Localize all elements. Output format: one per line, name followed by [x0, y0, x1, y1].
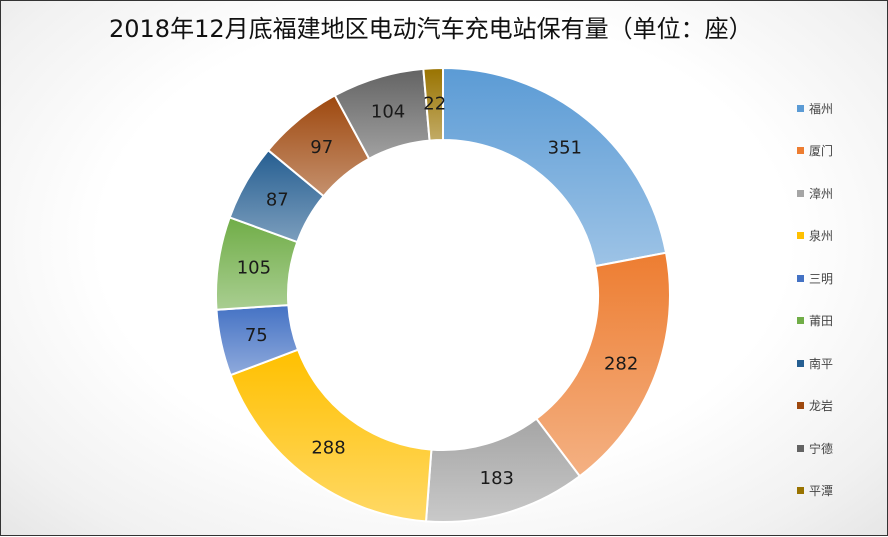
legend-label: 平潭 — [809, 484, 834, 499]
legend-item-莆田: 莆田 — [797, 300, 867, 343]
data-label-三明: 75 — [245, 325, 268, 346]
legend-swatch — [797, 402, 804, 410]
legend-swatch — [797, 359, 804, 367]
legend-swatch — [797, 317, 804, 325]
legend-swatch — [797, 444, 804, 452]
legend-item-厦门: 厦门 — [797, 130, 867, 173]
legend-label: 南平 — [809, 356, 834, 371]
chart-title: 2018年12月底福建地区电动汽车充电站保有量（单位：座） — [109, 15, 753, 43]
legend-swatch — [797, 274, 804, 282]
legend-label: 泉州 — [809, 229, 834, 244]
legend-label: 福州 — [809, 101, 834, 116]
data-label-宁德: 104 — [371, 102, 405, 123]
legend-label: 三明 — [809, 271, 834, 286]
legend-item-宁德: 宁德 — [797, 427, 867, 470]
legend-label: 龙岩 — [809, 399, 834, 414]
legend-swatch — [797, 104, 804, 112]
legend-label: 厦门 — [809, 144, 834, 159]
legend-item-平潭: 平潭 — [797, 470, 867, 513]
legend: 福州厦门漳州泉州三明莆田南平龙岩宁德平潭 — [797, 87, 867, 512]
data-label-莆田: 105 — [237, 257, 271, 278]
legend-label: 莆田 — [809, 314, 834, 329]
legend-item-福州: 福州 — [797, 87, 867, 130]
legend-item-三明: 三明 — [797, 257, 867, 300]
data-labels-group: 351 282 183 288 75 105 87 97 104 22 — [237, 94, 639, 489]
data-label-厦门: 282 — [604, 353, 638, 374]
slice-平潭 — [422, 66, 444, 142]
data-label-龙岩: 97 — [310, 137, 333, 158]
legend-item-泉州: 泉州 — [797, 215, 867, 258]
legend-swatch — [797, 189, 804, 197]
slice-泉州 — [229, 348, 433, 523]
legend-item-南平: 南平 — [797, 342, 867, 385]
legend-swatch — [797, 147, 804, 155]
data-label-南平: 87 — [266, 190, 289, 211]
legend-label: 宁德 — [809, 441, 834, 456]
data-label-泉州: 288 — [311, 437, 345, 458]
data-label-平潭: 22 — [423, 94, 446, 115]
legend-label: 漳州 — [809, 186, 834, 201]
legend-item-漳州: 漳州 — [797, 172, 867, 215]
data-label-漳州: 183 — [480, 468, 514, 489]
slices-group — [215, 66, 671, 523]
legend-swatch — [797, 232, 804, 240]
legend-swatch — [797, 487, 804, 495]
legend-item-龙岩: 龙岩 — [797, 385, 867, 428]
data-label-福州: 351 — [548, 137, 582, 158]
slice-福州 — [442, 66, 668, 268]
